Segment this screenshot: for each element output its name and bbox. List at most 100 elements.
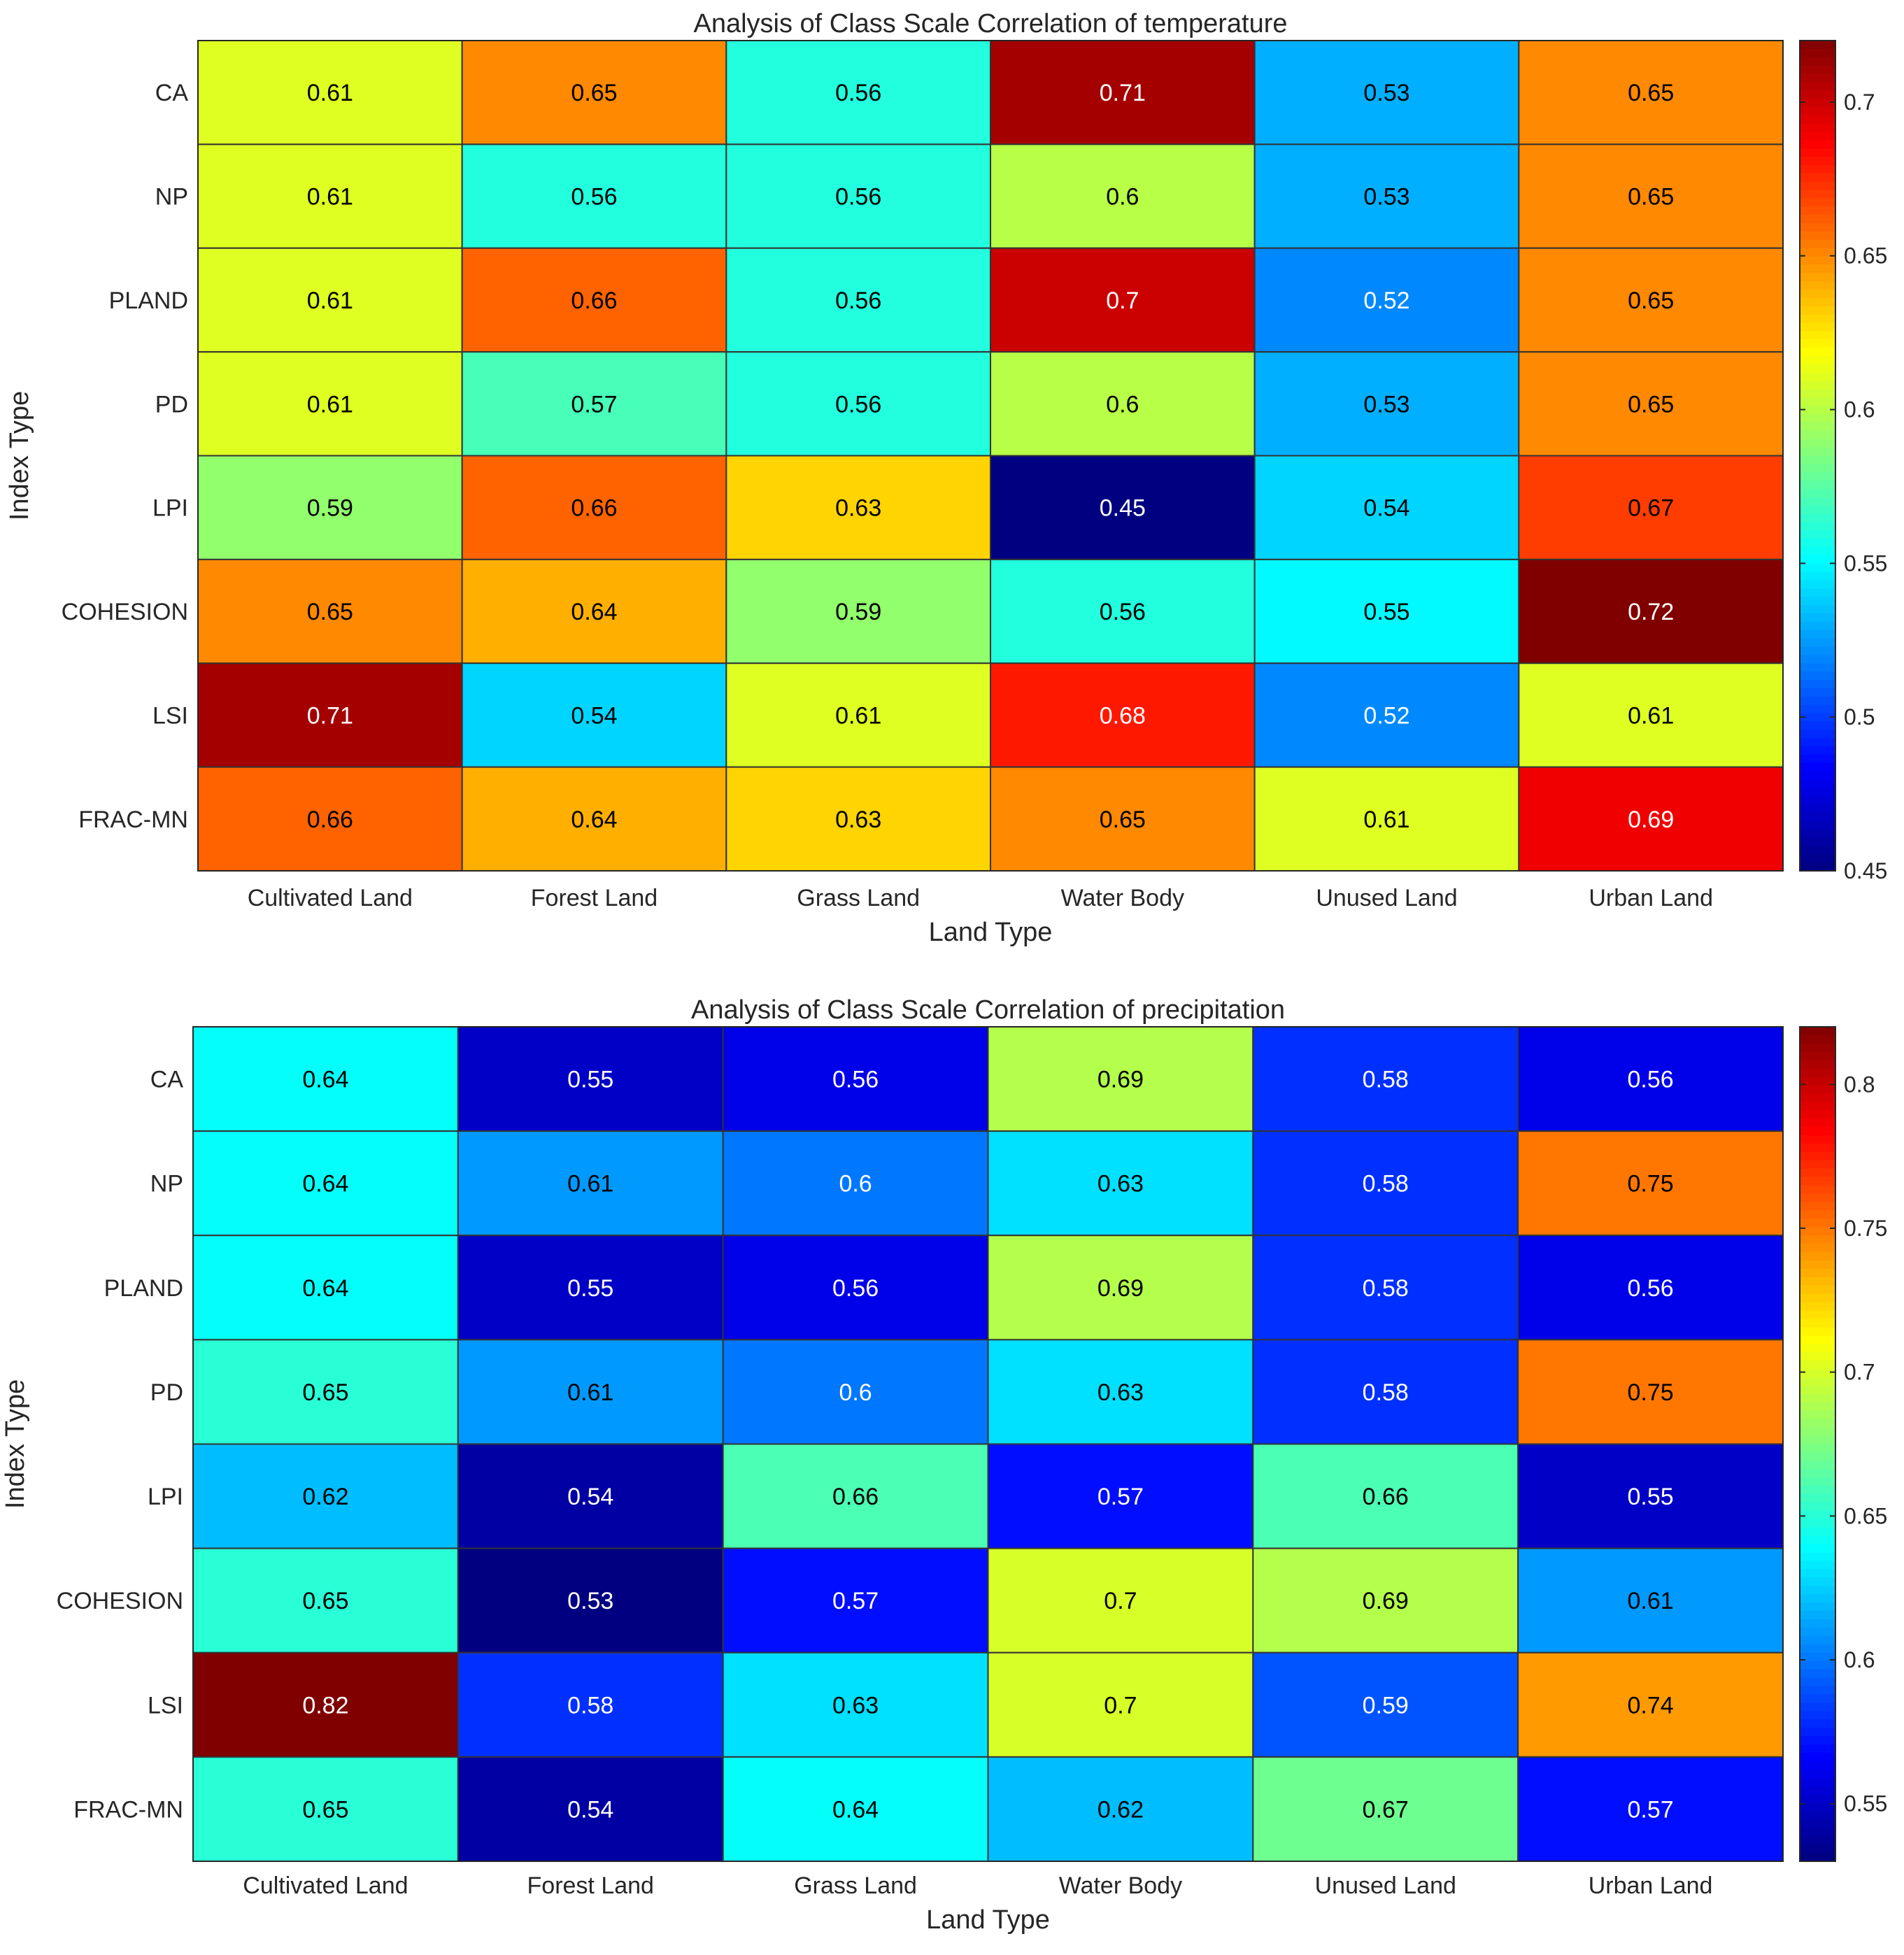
colorbar-segment — [1800, 1118, 1835, 1128]
colorbar-segment — [1800, 1076, 1835, 1086]
colorbar-segment — [1800, 41, 1835, 50]
colorbar-segment — [1800, 555, 1835, 564]
y-tick-label: PD — [155, 391, 188, 418]
cell-value-label: 0.61 — [567, 1171, 613, 1197]
colorbar-segment — [1800, 862, 1835, 872]
cell-value-label: 0.55 — [1363, 599, 1409, 625]
colorbar-segment — [1800, 1377, 1835, 1386]
colorbar-segment — [1800, 1202, 1835, 1211]
colorbar-segment — [1800, 854, 1835, 863]
colorbar-segment — [1800, 82, 1835, 92]
colorbar-segment — [1800, 530, 1835, 539]
heatmap-cell — [1517, 1756, 1784, 1862]
cell-value-label: 0.65 — [302, 1379, 348, 1406]
heatmap-cell — [197, 40, 463, 145]
colorbar-segment — [1800, 1527, 1835, 1537]
colorbar-segment — [1800, 414, 1835, 423]
heatmap-cell — [1252, 1235, 1519, 1341]
colorbar-segment — [1800, 754, 1835, 764]
colorbar-segment — [1800, 157, 1835, 166]
cell-value-label: 0.7 — [1106, 287, 1139, 314]
colorbar-segment — [1800, 1844, 1835, 1854]
colorbar-segment — [1800, 1569, 1835, 1579]
colorbar-segment — [1800, 1819, 1835, 1829]
x-tick-label: Forest Land — [531, 885, 658, 911]
cell-value-label: 0.64 — [571, 806, 617, 833]
colorbar-segment — [1800, 762, 1835, 772]
colorbar-segment — [1800, 1777, 1835, 1787]
colorbar-segment — [1800, 1302, 1835, 1311]
colorbar-segment — [1800, 73, 1835, 83]
colorbar-tick-label: 0.6 — [1844, 397, 1875, 422]
colorbar-segment — [1800, 730, 1835, 739]
colorbar-segment — [1800, 1210, 1835, 1220]
x-tick-label: Forest Land — [527, 1872, 654, 1899]
colorbar-segment — [1800, 1060, 1835, 1069]
colorbar-segment — [1800, 422, 1835, 432]
colorbar-segment — [1800, 1469, 1835, 1479]
colorbar-segment — [1800, 1577, 1835, 1587]
colorbar-segment — [1800, 297, 1835, 307]
colorbar-segment — [1800, 820, 1835, 830]
colorbar-segment — [1800, 1385, 1835, 1395]
y-axis-label: Index Type — [5, 391, 34, 520]
cell-value-label: 0.69 — [1363, 1588, 1409, 1614]
colorbar-segment — [1800, 256, 1835, 266]
colorbar-segment — [1800, 173, 1835, 183]
colorbar-segment — [1800, 1494, 1835, 1503]
colorbar-segment — [1800, 738, 1835, 747]
colorbar-segment — [1800, 106, 1835, 116]
colorbar-segment — [1800, 131, 1835, 141]
heatmap-cell — [1252, 1026, 1519, 1132]
colorbar-segment — [1800, 497, 1835, 506]
cell-value-label: 0.6 — [839, 1379, 872, 1406]
cell-value-label: 0.71 — [307, 702, 353, 729]
colorbar-segment — [1800, 215, 1835, 224]
colorbar-segment — [1800, 1252, 1835, 1261]
colorbar-segment — [1800, 406, 1835, 415]
colorbar-segment — [1800, 1327, 1835, 1337]
cell-value-label: 0.82 — [302, 1692, 348, 1719]
cell-value-label: 0.68 — [1100, 702, 1146, 729]
cell-value-label: 0.53 — [567, 1588, 613, 1614]
cell-value-label: 0.65 — [1628, 80, 1674, 106]
colorbar-segment — [1800, 646, 1835, 656]
x-tick-label: Grass Land — [794, 1872, 917, 1899]
colorbar-segment — [1800, 696, 1835, 706]
heatmap-cell — [987, 1547, 1254, 1654]
colorbar-segment — [1800, 1043, 1835, 1053]
y-tick-label: LPI — [148, 1484, 183, 1510]
colorbar-segment — [1800, 1728, 1835, 1737]
colorbar-segment — [1800, 1811, 1835, 1821]
heatmap-cell — [457, 1130, 724, 1237]
colorbar-tick-label: 0.7 — [1844, 90, 1875, 115]
cell-value-label: 0.53 — [1363, 184, 1409, 211]
colorbar-segment — [1800, 1561, 1835, 1570]
x-tick-label: Unused Land — [1315, 1872, 1456, 1899]
cell-value-label: 0.61 — [307, 80, 353, 106]
colorbar-segment — [1800, 663, 1835, 672]
colorbar-segment — [1800, 613, 1835, 623]
colorbar-segment — [1800, 1635, 1835, 1645]
colorbar-segment — [1800, 1035, 1835, 1044]
heatmap-cell — [990, 143, 1256, 249]
colorbar-segment — [1800, 1410, 1835, 1420]
cell-value-label: 0.61 — [307, 184, 353, 211]
cell-value-label: 0.65 — [1628, 184, 1674, 211]
colorbar-segment — [1800, 397, 1835, 407]
cell-value-label: 0.65 — [1100, 806, 1146, 833]
cell-value-label: 0.54 — [567, 1796, 613, 1823]
colorbar-segment — [1800, 547, 1835, 556]
cell-value-label: 0.62 — [302, 1484, 348, 1510]
colorbar-tick-label: 0.7 — [1844, 1360, 1875, 1385]
colorbar-segment — [1800, 90, 1835, 99]
heatmap-cell — [990, 766, 1256, 872]
y-tick-label: CA — [155, 80, 189, 106]
colorbar-segment — [1800, 281, 1835, 290]
colorbar-segment — [1800, 364, 1835, 374]
cell-value-label: 0.63 — [835, 806, 881, 833]
colorbar-segment — [1800, 688, 1835, 697]
heatmap-cell — [722, 1235, 989, 1341]
heatmap-cell — [987, 1443, 1254, 1549]
colorbar-segment — [1800, 571, 1835, 581]
